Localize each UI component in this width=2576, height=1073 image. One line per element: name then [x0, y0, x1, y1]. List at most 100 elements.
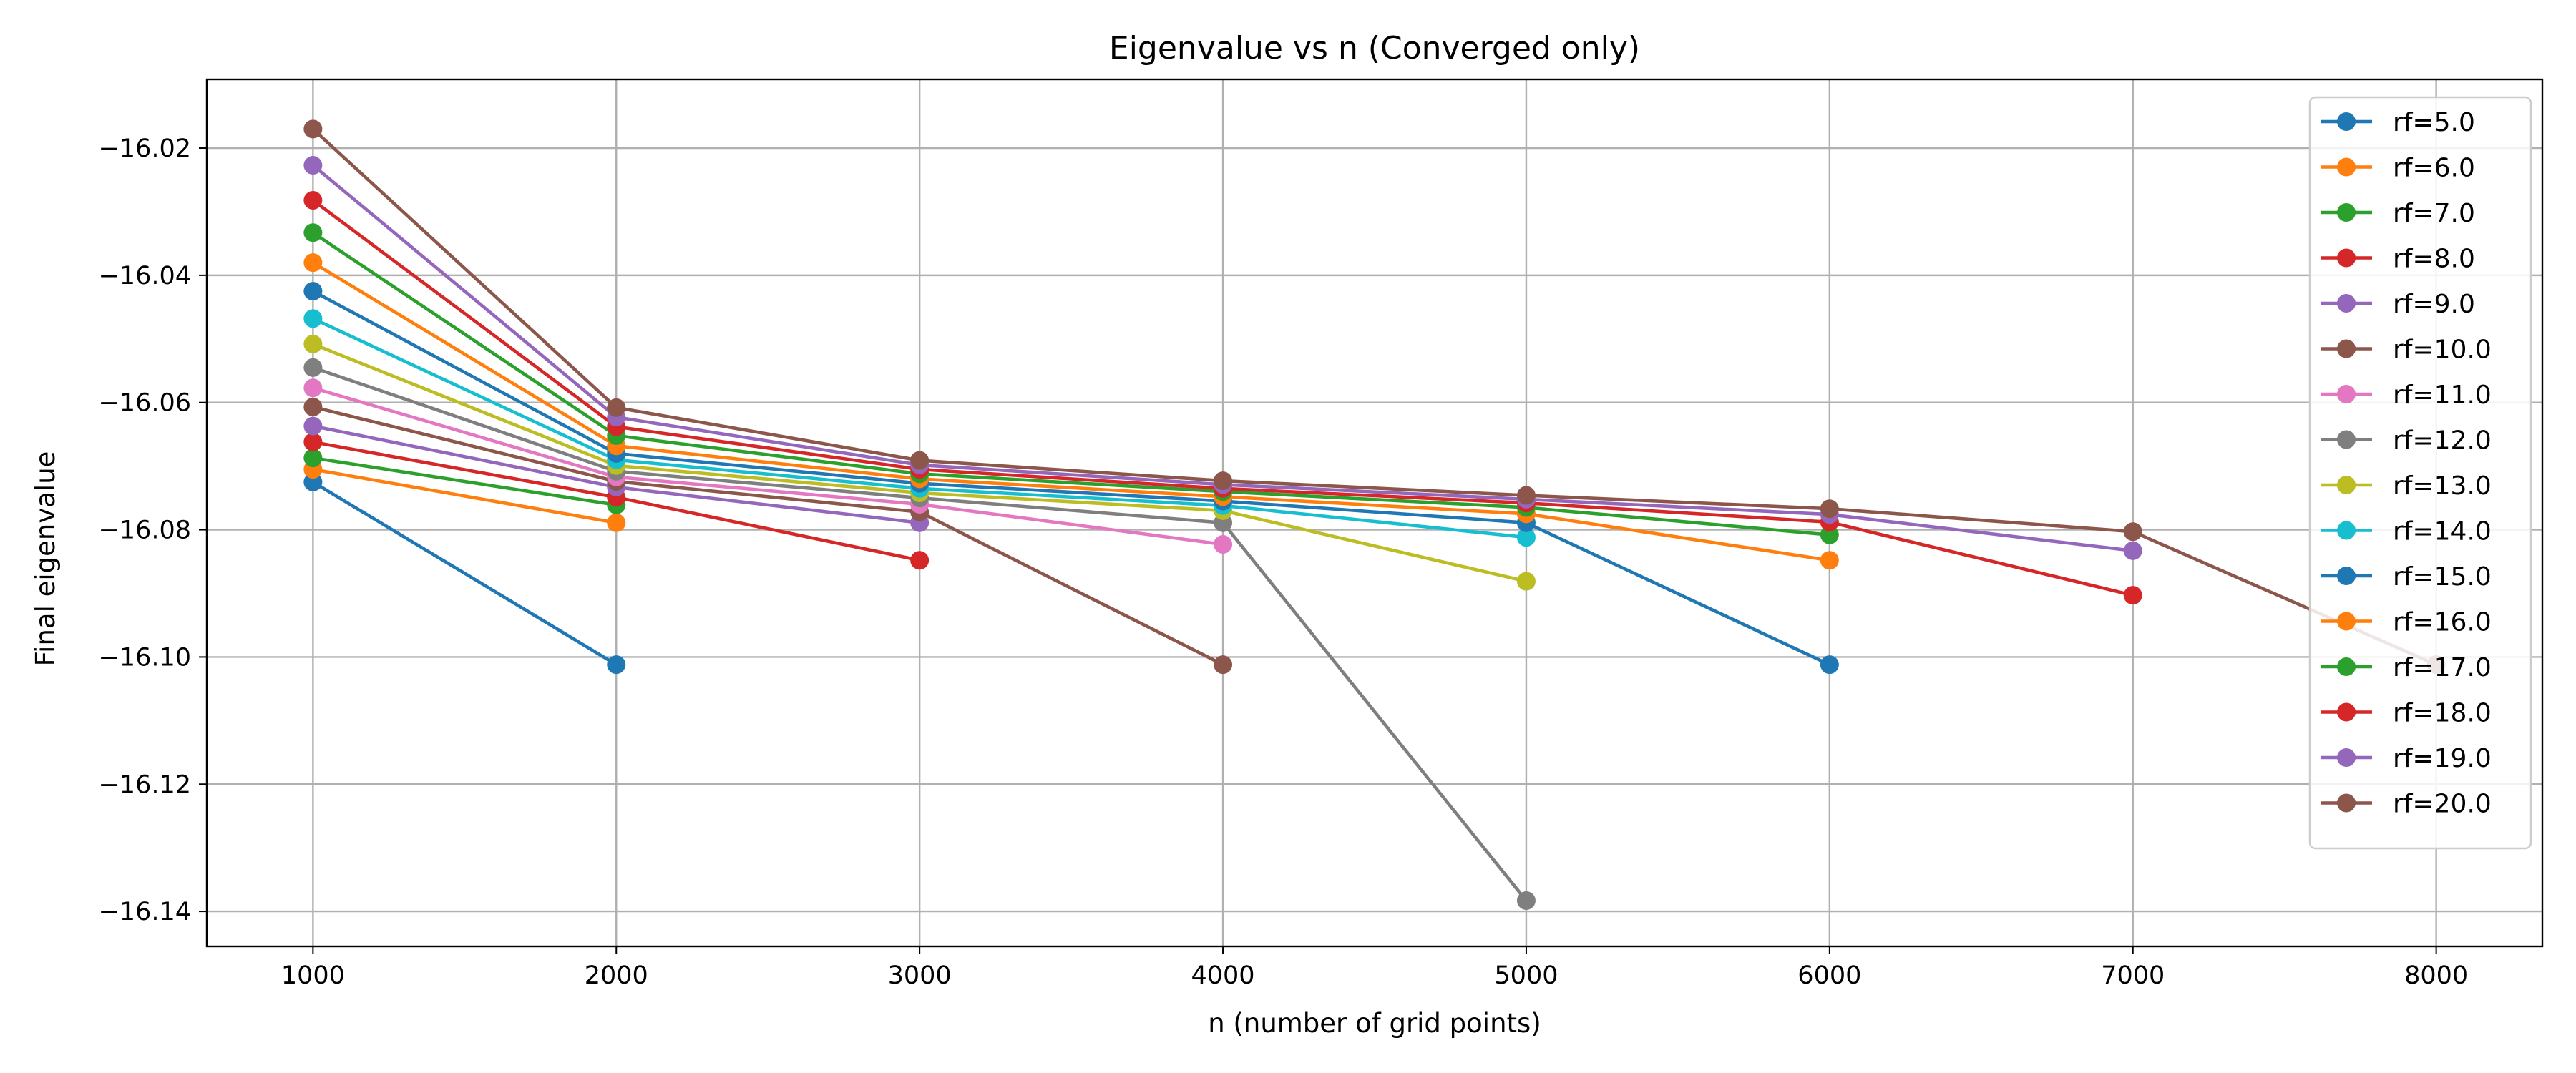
series-line — [312, 290, 1830, 667]
legend-marker — [2337, 793, 2356, 813]
legend-marker — [2337, 476, 2356, 494]
legend-item: rf=20.0 — [2321, 790, 2492, 819]
data-point — [1820, 655, 1839, 675]
data-point — [303, 119, 323, 139]
legend-marker — [2337, 657, 2356, 676]
legend: rf=5.0 rf=6.0 rf=7.0 rf=8.0 rf=9.0 rf=10.0 rf=… — [2308, 96, 2532, 850]
legend-label: rf=17.0 — [2393, 653, 2492, 682]
legend-item: rf=6.0 — [2321, 154, 2475, 183]
data-point — [1820, 499, 1839, 519]
legend-marker — [2337, 567, 2356, 585]
data-point — [1820, 525, 1839, 544]
series-line — [313, 456, 617, 507]
series-line — [312, 261, 1830, 562]
legend-item: rf=10.0 — [2321, 335, 2492, 365]
x-tick-label: 8000 — [2404, 961, 2468, 990]
legend-item: rf=12.0 — [2321, 426, 2492, 456]
x-tick-label: 6000 — [1797, 961, 1861, 990]
data-point — [1516, 572, 1536, 591]
legend-item: rf=17.0 — [2321, 653, 2492, 682]
legend-label: rf=18.0 — [2393, 699, 2492, 728]
data-point — [303, 378, 323, 398]
y-tick-label: −16.04 — [98, 262, 191, 290]
y-tick-label: −16.06 — [98, 389, 191, 418]
y-tick-label: −16.14 — [98, 898, 191, 926]
legend-label: rf=11.0 — [2393, 381, 2492, 410]
series-line — [313, 467, 617, 525]
data-point — [1516, 528, 1536, 547]
series-line — [312, 405, 1224, 667]
x-tick-label: 4000 — [1191, 961, 1255, 990]
series-rf-5-0 — [303, 472, 626, 675]
data-point — [607, 513, 626, 532]
legend-item: rf=5.0 — [2321, 108, 2475, 137]
legend-label: rf=19.0 — [2393, 744, 2492, 773]
data-point — [303, 397, 323, 416]
legend-marker — [2337, 385, 2356, 403]
data-point — [1214, 471, 1233, 491]
y-tick-label: −16.02 — [98, 134, 191, 163]
legend-marker — [2337, 248, 2356, 268]
data-point — [607, 655, 626, 675]
legend-item: rf=16.0 — [2321, 608, 2492, 637]
legend-label: rf=13.0 — [2393, 471, 2492, 501]
legend-box — [2308, 96, 2532, 850]
series-group — [303, 119, 2446, 910]
data-point — [910, 551, 930, 570]
legend-item: rf=7.0 — [2321, 199, 2475, 228]
data-point — [1516, 891, 1536, 910]
x-tick-label: 7000 — [2101, 961, 2165, 990]
data-point — [303, 309, 323, 328]
legend-label: rf=7.0 — [2393, 199, 2475, 228]
y-axis-label: Final eigenvalue — [30, 451, 61, 667]
legend-item: rf=14.0 — [2321, 517, 2492, 547]
series-line — [312, 386, 1224, 547]
legend-marker — [2337, 702, 2356, 722]
data-point — [1214, 655, 1233, 675]
legend-label: rf=14.0 — [2393, 517, 2492, 547]
x-tick-label: 5000 — [1494, 961, 1558, 990]
legend-label: rf=20.0 — [2393, 790, 2492, 819]
legend-item: rf=19.0 — [2321, 744, 2492, 773]
x-tick-label: 3000 — [888, 961, 952, 990]
legend-item: rf=15.0 — [2321, 562, 2492, 592]
data-point — [303, 190, 323, 210]
y-tick-label: −16.12 — [98, 770, 191, 799]
series-rf-20-0 — [303, 119, 2446, 675]
data-point — [607, 398, 626, 417]
data-point — [303, 282, 323, 301]
legend-marker — [2337, 157, 2356, 177]
data-point — [303, 416, 323, 436]
legend-marker — [2337, 339, 2356, 358]
data-point — [2123, 522, 2142, 542]
data-point — [303, 449, 323, 468]
chart-title: Eigenvalue vs n (Converged only) — [1109, 30, 1640, 67]
legend-item: rf=13.0 — [2321, 471, 2492, 501]
series-line — [312, 231, 1830, 536]
legend-marker — [2337, 748, 2356, 767]
legend-item: rf=8.0 — [2321, 245, 2475, 274]
data-point — [303, 253, 323, 273]
legend-item: rf=18.0 — [2321, 699, 2492, 728]
legend-label: rf=10.0 — [2393, 335, 2492, 365]
y-tick-label: −16.10 — [98, 643, 191, 672]
legend-marker — [2337, 112, 2356, 131]
x-axis-label: n (number of grid points) — [1208, 1008, 1541, 1039]
data-point — [1820, 551, 1839, 570]
legend-label: rf=12.0 — [2393, 426, 2492, 456]
legend-marker — [2337, 294, 2356, 313]
legend-label: rf=15.0 — [2393, 562, 2492, 592]
series-rf-8-0 — [303, 432, 930, 570]
data-point — [2123, 586, 2142, 605]
legend-item: rf=9.0 — [2321, 290, 2475, 319]
data-point — [303, 432, 323, 451]
legend-label: rf=8.0 — [2393, 245, 2475, 274]
axis-ticks: 1000 2000 3000 4000 5000 6000 7000 8000 −16.02 −1… — [98, 134, 2468, 990]
legend-marker — [2337, 612, 2356, 631]
legend-item: rf=11.0 — [2321, 381, 2492, 410]
x-tick-label: 2000 — [585, 961, 648, 990]
legend-marker — [2337, 203, 2356, 222]
legend-label: rf=6.0 — [2393, 154, 2475, 183]
series-line — [312, 480, 618, 667]
